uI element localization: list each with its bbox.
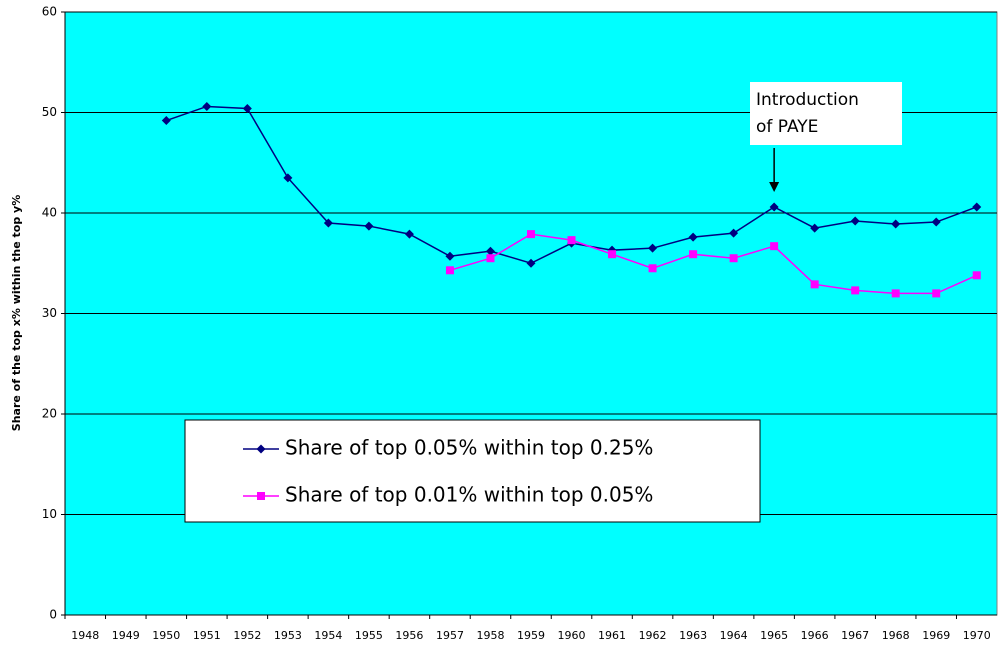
x-tick-label: 1967 <box>841 629 869 642</box>
x-tick-label: 1960 <box>558 629 586 642</box>
data-point <box>770 242 779 251</box>
x-tick-label: 1969 <box>922 629 950 642</box>
x-tick-label: 1962 <box>639 629 667 642</box>
data-point <box>729 254 738 263</box>
data-point <box>283 173 293 183</box>
legend-marker <box>257 492 265 500</box>
x-tick-label: 1955 <box>355 629 383 642</box>
data-point <box>323 218 333 228</box>
x-tick-label: 1948 <box>71 629 99 642</box>
x-tick-label: 1952 <box>233 629 261 642</box>
x-tick-label: 1970 <box>963 629 991 642</box>
legend <box>184 419 761 523</box>
data-point <box>445 266 454 275</box>
data-point <box>891 289 900 298</box>
y-tick-label: 20 <box>42 407 57 421</box>
data-point <box>567 236 576 245</box>
data-point <box>526 258 536 268</box>
data-point <box>242 103 252 113</box>
x-tick-label: 1968 <box>882 629 910 642</box>
data-point <box>485 246 495 256</box>
x-tick-label: 1965 <box>760 629 788 642</box>
y-tick-label: 50 <box>42 105 57 119</box>
x-tick-label: 1954 <box>314 629 342 642</box>
annotation-box <box>750 82 902 145</box>
annotation-arrowhead <box>769 182 780 192</box>
data-point <box>688 232 698 242</box>
x-tick-label: 1966 <box>801 629 829 642</box>
legend-marker <box>256 444 266 454</box>
annotation-text: of PAYE <box>756 117 818 137</box>
y-tick-label: 40 <box>42 206 57 220</box>
x-tick-label: 1953 <box>274 629 302 642</box>
data-point <box>850 216 860 226</box>
x-tick-label: 1957 <box>436 629 464 642</box>
data-point <box>202 101 212 111</box>
x-tick-label: 1964 <box>720 629 748 642</box>
data-point <box>932 289 941 298</box>
legend-label: Share of top 0.05% within top 0.25% <box>285 436 653 460</box>
data-point <box>810 223 820 233</box>
series-line <box>449 233 978 295</box>
data-point <box>486 254 495 263</box>
y-tick-label: 60 <box>42 5 57 19</box>
x-tick-label: 1950 <box>152 629 180 642</box>
data-point <box>931 217 941 227</box>
data-point <box>972 202 982 212</box>
data-point <box>972 271 981 280</box>
x-tick-label: 1949 <box>112 629 140 642</box>
x-tick-label: 1951 <box>193 629 221 642</box>
y-tick-label: 0 <box>49 608 57 622</box>
data-point <box>648 264 657 273</box>
y-tick-label: 30 <box>42 306 57 320</box>
data-point <box>527 230 535 239</box>
data-point <box>445 251 455 261</box>
x-tick-label: 1958 <box>476 629 504 642</box>
data-point <box>729 228 739 238</box>
data-point <box>648 243 658 253</box>
x-tick-label: 1959 <box>517 629 545 642</box>
data-point <box>161 116 171 126</box>
y-tick-label: 10 <box>42 507 57 521</box>
data-point <box>689 250 698 259</box>
x-tick-label: 1956 <box>395 629 423 642</box>
data-point <box>364 221 374 231</box>
data-point <box>404 229 414 239</box>
data-point <box>769 202 779 212</box>
annotation-text: Introduction <box>756 90 859 110</box>
data-point <box>891 219 901 229</box>
x-tick-label: 1963 <box>679 629 707 642</box>
data-point <box>608 250 617 259</box>
legend-label: Share of top 0.01% within top 0.05% <box>285 483 653 507</box>
y-axis-label: Share of the top x% within the top y% <box>10 195 23 431</box>
data-point <box>851 286 860 295</box>
data-point <box>810 280 819 289</box>
x-tick-label: 1961 <box>598 629 626 642</box>
